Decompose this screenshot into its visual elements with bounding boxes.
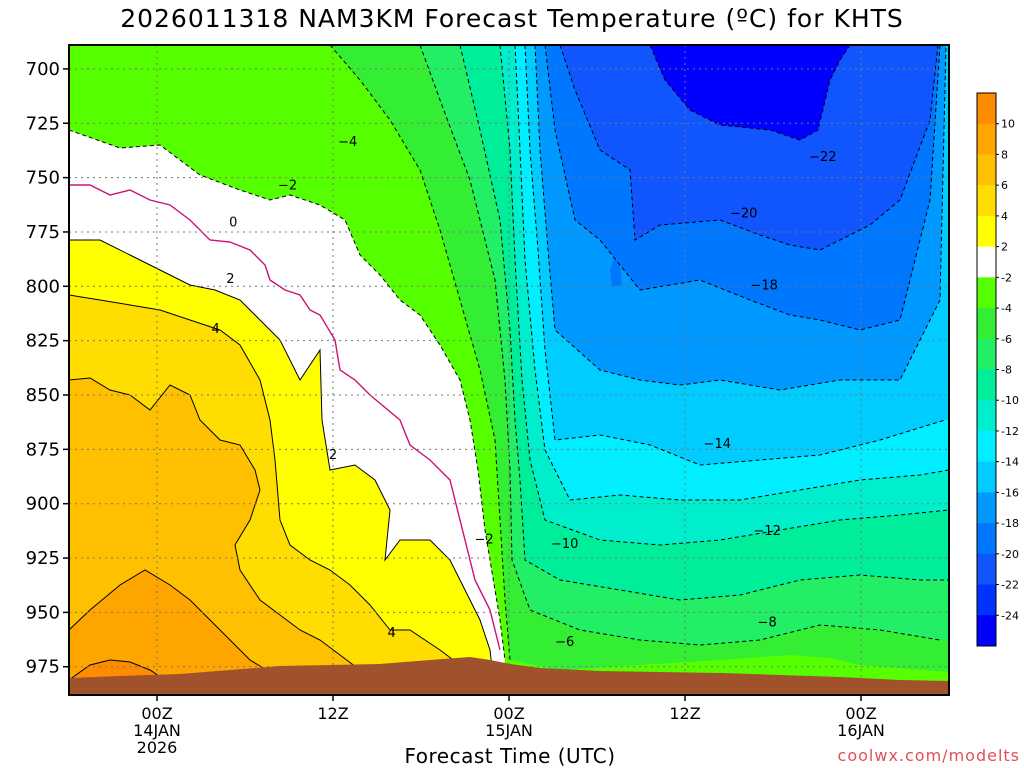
colorbar-tick-label: -24 [1001,609,1019,622]
x-axis-label: Forecast Time (UTC) [404,744,616,768]
contour-label: −2 [278,178,297,193]
contour-line--8 [459,45,949,601]
contour-line--6 [419,45,941,646]
colorbar-swatch [977,185,996,217]
contour-label: 2 [226,272,234,287]
contour-lines [69,45,949,695]
contour-label: −10 [551,537,578,552]
colorbar-swatch [977,93,996,125]
y-tick-label: 800 [26,276,60,297]
y-tick-label: 825 [26,331,60,352]
colorbar-tick-label: 4 [1001,210,1008,223]
colorbar-swatch [977,246,996,278]
colorbar-swatch [977,338,996,370]
contour-label: −18 [750,278,777,293]
contour-label: −22 [809,150,836,165]
colorbar-swatch [977,308,996,340]
contour-label: −6 [555,635,574,650]
colorbar-tick-label: -14 [1001,456,1019,469]
contour-line--10 [499,45,949,546]
colorbar-swatch [977,400,996,432]
contour-line--2 [69,129,506,661]
contour-label: −4 [338,135,357,150]
colorbar-swatch [977,461,996,493]
y-tick-label: 950 [26,602,60,623]
contour-label: −12 [753,524,780,539]
x-tick-label: 00Z [493,704,524,723]
contour-label: −14 [704,437,731,452]
colorbar-swatch [977,277,996,309]
colorbar-tick-label: -4 [1001,302,1012,315]
contour-label: 0 [229,215,237,230]
contour-line-4 [69,294,471,695]
colorbar-tick-label: -12 [1001,425,1019,438]
contour-label: 4 [212,322,220,337]
contour-line--20 [559,45,939,251]
colorbar-swatch [977,615,996,647]
y-tick-label: 875 [26,439,60,460]
colorbar-swatch [977,553,996,586]
contour-line-6 [69,377,381,695]
y-tick-label: 775 [26,222,60,243]
colorbar: 10 8 6 4 2 -2 -4 -6 -8 -10 -12 -14 -16 -18 -20 -22 -24 [976,92,1019,647]
colorbar-swatch [977,215,996,248]
x-tick-label: 00Z [845,704,876,723]
contour-line--12 [514,45,949,501]
colorbar-tick-label: -6 [1001,333,1012,346]
contour-line--18 [544,45,941,331]
chart-title: 2026011318 NAM3KM Forecast Temperature (… [120,4,904,33]
x-tick-date: 16JAN [837,721,885,740]
contour-label: −20 [730,207,757,222]
contour-line--16 [534,45,947,391]
contour-line-0 [69,184,501,651]
contour-label: 4 [388,626,396,641]
colorbar-tick-label: -10 [1001,394,1019,407]
x-tick-label: 12Z [669,704,700,723]
colorbar-tick-label: 8 [1001,148,1008,161]
colorbar-tick-label: 2 [1001,241,1008,254]
colorbar-tick-label: -8 [1001,364,1012,377]
y-axis: 700 725 750 775 800 825 850 875 900 925 950 975 [26,59,69,678]
colorbar-swatch [977,492,996,524]
contour-label: 2 [329,448,337,463]
y-tick-label: 900 [26,494,60,515]
contour-line-2 [69,239,496,695]
x-tick-label: 00Z [141,704,172,723]
x-tick-year: 2026 [137,738,178,757]
contour-label: −2 [474,533,493,548]
colorbar-tick-label: 6 [1001,179,1008,192]
colorbar-tick-label: -18 [1001,517,1019,530]
y-tick-label: 750 [26,168,60,189]
y-tick-label: 725 [26,113,60,134]
site-credit: coolwx.com/modelts [837,746,1020,765]
fill-level--4-pocket [780,662,850,680]
grid [69,45,949,695]
colorbar-tick-label: -2 [1001,271,1012,284]
y-tick-label: 925 [26,548,60,569]
y-tick-label: 700 [26,59,60,80]
x-tick-date: 15JAN [485,721,533,740]
colorbar-swatch [977,154,996,186]
colorbar-swatch [977,584,996,616]
colorbar-tick-label: -22 [1001,579,1019,592]
x-tick-label: 12Z [317,704,348,723]
colorbar-tick-label: 10 [1001,118,1015,131]
contour-label: −8 [758,615,777,630]
terrain [69,657,949,695]
colorbar-swatch [977,430,996,463]
colorbar-tick-label: -20 [1001,548,1019,561]
y-tick-label: 975 [26,657,60,678]
contour-line--4 [329,45,511,661]
contour-line-8 [69,569,301,695]
y-tick-label: 850 [26,385,60,406]
colorbar-swatch [977,123,996,155]
contour-line--22 [649,45,851,141]
colorbar-swatch [977,523,996,555]
x-tick-date: 14JAN [133,721,181,740]
colorbar-swatch [977,369,996,401]
colorbar-tick-label: -16 [1001,486,1019,499]
